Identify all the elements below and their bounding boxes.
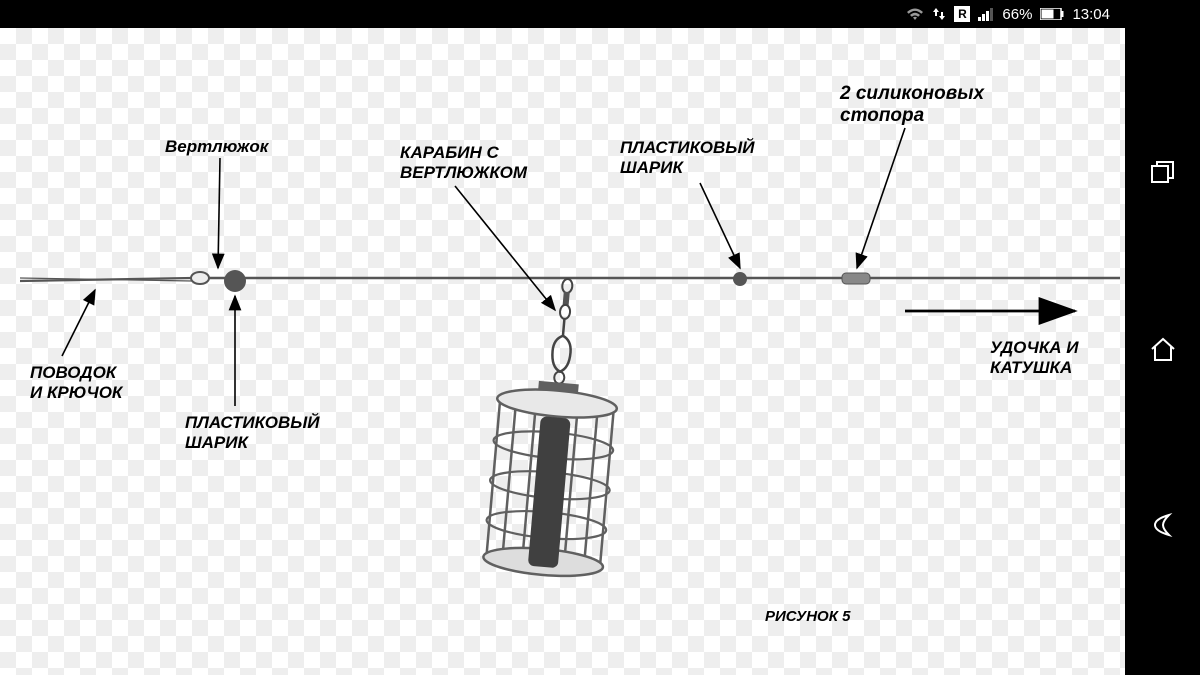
battery-icon (1040, 8, 1064, 20)
status-bar: R 66% 13:04 (0, 0, 1200, 28)
recent-apps-icon[interactable] (1149, 159, 1177, 192)
android-nav-bar (1125, 28, 1200, 675)
home-icon[interactable] (1148, 335, 1178, 368)
clock: 13:04 (1072, 6, 1110, 23)
back-icon[interactable] (1149, 511, 1177, 544)
label-swivel: Вертлюжок (165, 137, 268, 157)
wifi-icon (906, 7, 924, 21)
label-hook-leader: ПОВОДОК И КРЮЧОК (30, 363, 122, 402)
battery-percent: 66% (1002, 6, 1032, 23)
diagram-content: ПОВОДОК И КРЮЧОК Вертлюжок ПЛАСТИКОВЫЙ Ш… (0, 28, 1125, 675)
caption: РИСУНОК 5 (765, 608, 850, 625)
label-stoppers: 2 силиконовых стопора (840, 83, 984, 127)
label-karabin: КАРАБИН С ВЕРТЛЮЖКОМ (400, 143, 527, 182)
data-updown-icon (932, 7, 946, 21)
label-plastic-ball-left: ПЛАСТИКОВЫЙ ШАРИК (185, 413, 320, 452)
label-rod-reel: УДОЧКА И КАТУШКА (990, 338, 1079, 377)
roaming-icon: R (954, 6, 970, 22)
label-plastic-ball-right: ПЛАСТИКОВЫЙ ШАРИК (620, 138, 755, 177)
signal-icon (978, 7, 994, 21)
